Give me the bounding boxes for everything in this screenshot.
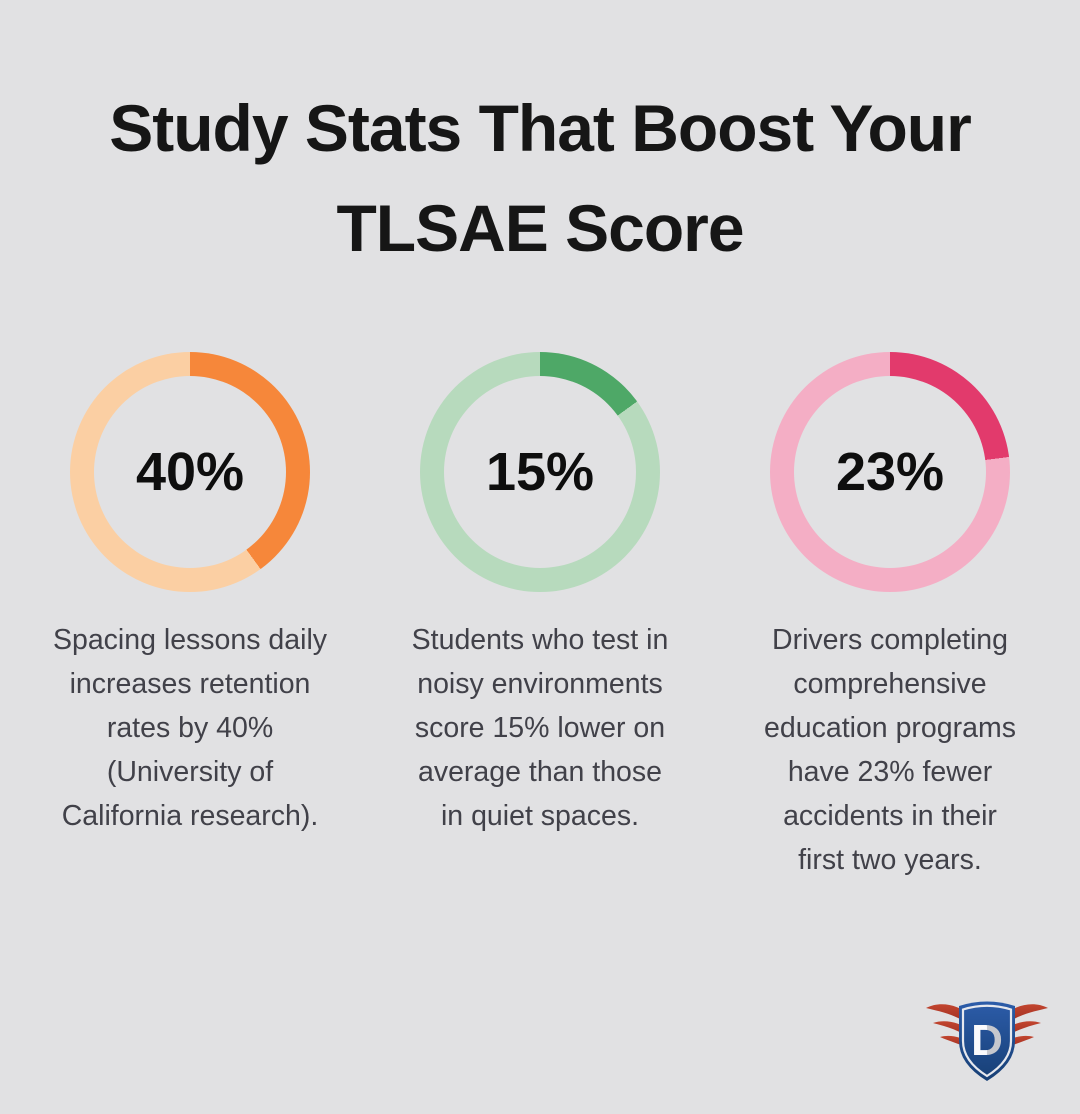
stat-card-accidents: 23% Drivers completing comprehensive edu… <box>715 352 1065 882</box>
logo-letter: D <box>971 1016 1003 1065</box>
donut-value-label: 23% <box>835 442 945 502</box>
stat-caption: Spacing lessons daily increases retentio… <box>52 624 328 832</box>
stats-row: 40% Spacing lessons daily increases rete… <box>0 352 1080 882</box>
stat-card-noise: 15% Students who test in noisy environme… <box>365 352 715 882</box>
donut-value-label: 40% <box>135 442 245 502</box>
donut-hole: 40% <box>94 376 286 568</box>
donut-hole: 15% <box>444 376 636 568</box>
stat-caption: Students who test in noisy environments … <box>411 624 669 832</box>
donut-hole: 23% <box>794 376 986 568</box>
donut-chart-15: 15% <box>420 352 660 592</box>
logo-shield-icon: D <box>959 1001 1015 1081</box>
brand-logo: D <box>926 1001 1048 1081</box>
donut-chart-40: 40% <box>70 352 310 592</box>
donut-value-label: 15% <box>485 442 595 502</box>
donut-chart-23: 23% <box>770 352 1010 592</box>
stat-caption: Drivers completing comprehensive educati… <box>764 624 1016 876</box>
page-title: Study Stats That Boost Your TLSAE Score <box>109 91 972 265</box>
stat-card-retention: 40% Spacing lessons daily increases rete… <box>15 352 365 882</box>
